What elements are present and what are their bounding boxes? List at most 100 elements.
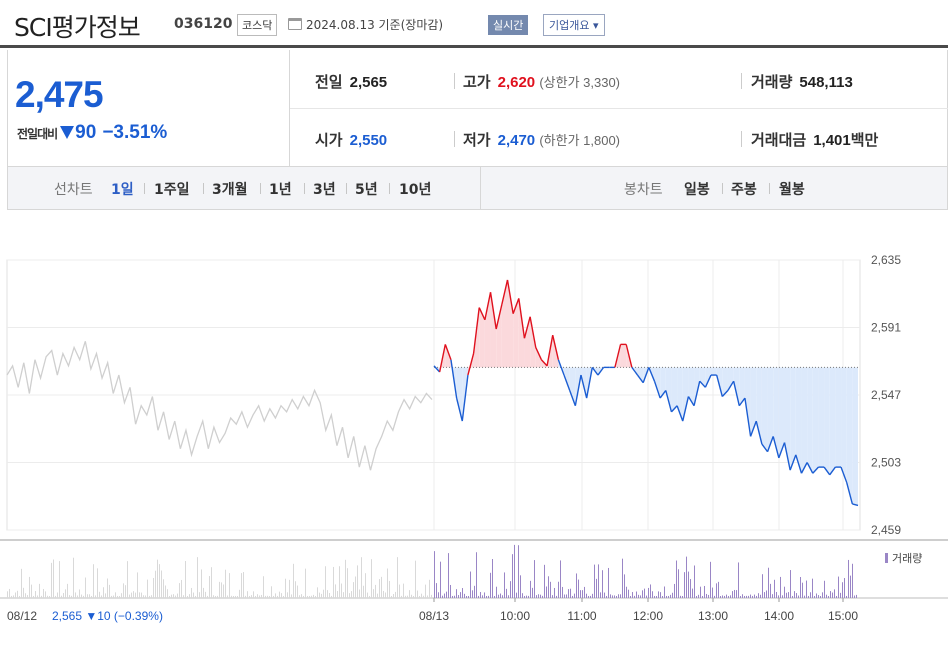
volume-bar [123,583,124,598]
volume-bar [704,585,705,598]
volume-bar [758,593,759,598]
volume-bar [365,573,366,598]
volume-bar [590,595,591,598]
volume-bar [512,554,513,598]
y-tick-label: 2,591 [871,321,901,335]
volume-bar [616,595,617,598]
volume-bar [794,591,795,598]
y-axis-ticks: 2,635 2,591 2,547 2,503 2,459 [871,253,901,537]
company-info-dropdown[interactable]: 기업개요 ▾ [543,14,605,36]
down-segment [450,359,458,399]
volume-bar [7,591,8,598]
tab-monthly-candle[interactable]: 월봉 [779,182,805,198]
volume-bar [776,591,777,598]
tab-daily-candle[interactable]: 일봉 [684,182,710,198]
down-segment [800,462,808,474]
up-segment [501,279,509,305]
high-value: 2,620 [497,74,536,91]
volume-bar [277,595,278,598]
volume-bar [257,594,258,598]
volume-bar [748,595,749,598]
change-label: 전일대비 [17,127,58,141]
tab-1d[interactable]: 1일 [111,182,134,198]
volume-bar [349,593,350,598]
down-area [801,367,808,474]
volume-bar [524,595,525,598]
volume-bar [780,576,781,598]
volume-bar [732,591,733,598]
up-segment [523,316,531,339]
volume-bar [373,589,374,598]
volume-bar [321,593,322,598]
volume-bar [47,595,48,598]
x-tick-label: 13:00 [698,609,728,623]
volume-bar [782,595,783,598]
down-segment [682,396,690,422]
tab-1y[interactable]: 1년 [269,182,292,198]
volume-bar [265,595,266,598]
volume-bar [143,595,144,598]
volume-bar [67,583,68,598]
realtime-button[interactable]: 실시간 [488,15,529,35]
volume-bar [650,584,651,598]
volume-bar [79,589,80,598]
volume-bar [542,595,543,598]
line-chart-label: 선차트 [54,182,93,198]
open-cell: 시가 2,550 [315,129,387,150]
volume-bar [13,595,14,598]
up-segment [512,298,520,314]
volume-bar [764,592,765,598]
volume-bar [171,594,172,598]
volume-bar [846,595,847,598]
down-area [773,367,779,458]
volume-legend-swatch [885,553,888,563]
down-segment [727,380,735,391]
volume-bar [824,580,825,598]
volume-bar [654,595,655,598]
tab-weekly-candle[interactable]: 주봉 [731,182,757,198]
down-segment [665,390,673,413]
volume-bar [574,593,575,598]
volume-bar [211,567,212,598]
down-area [654,367,661,399]
open-value: 2,550 [349,132,388,149]
volume-bar [634,595,635,598]
volume-bar [662,596,663,598]
lower-limit: (하한가 1,800) [539,133,621,148]
volume-bar [387,568,388,598]
tab-5y[interactable]: 5년 [355,182,378,198]
price-chart[interactable]: 2,635 2,591 2,547 2,503 2,459 08/12 08/13 10:0… [0,240,948,640]
volume-bar [444,593,445,598]
volume-bar [403,583,404,598]
down-segment [687,396,695,407]
tab-1w[interactable]: 1주일 [154,182,190,198]
volume-bar [37,595,38,598]
volume-bar [17,590,18,598]
volume-bar [526,595,527,598]
y-tick-label: 2,459 [871,523,901,537]
volume-bar [814,595,815,598]
volume-bar [329,593,330,598]
down-segment [812,466,819,474]
volume-bar [840,592,841,598]
down-segment [749,420,757,437]
down-area [456,367,463,422]
volume-bar [810,592,811,598]
x-tick-label: 10:00 [500,609,530,623]
volume-bar [71,595,72,598]
down-segment [761,443,769,453]
change-percent: −3.51% [102,122,168,143]
volume-bar [660,592,661,598]
tab-3m[interactable]: 3개월 [212,182,248,198]
volume-bar [848,559,849,598]
volume-bar [496,586,497,598]
volume-bar [728,595,729,598]
up-area [518,298,525,368]
volume-bar [393,593,394,598]
volume-bar [708,594,709,598]
volume-bar [750,594,751,598]
tab-3y[interactable]: 3년 [313,182,336,198]
volume-bar [49,595,50,598]
volume-bar [409,590,410,598]
tab-10y[interactable]: 10년 [399,182,432,198]
